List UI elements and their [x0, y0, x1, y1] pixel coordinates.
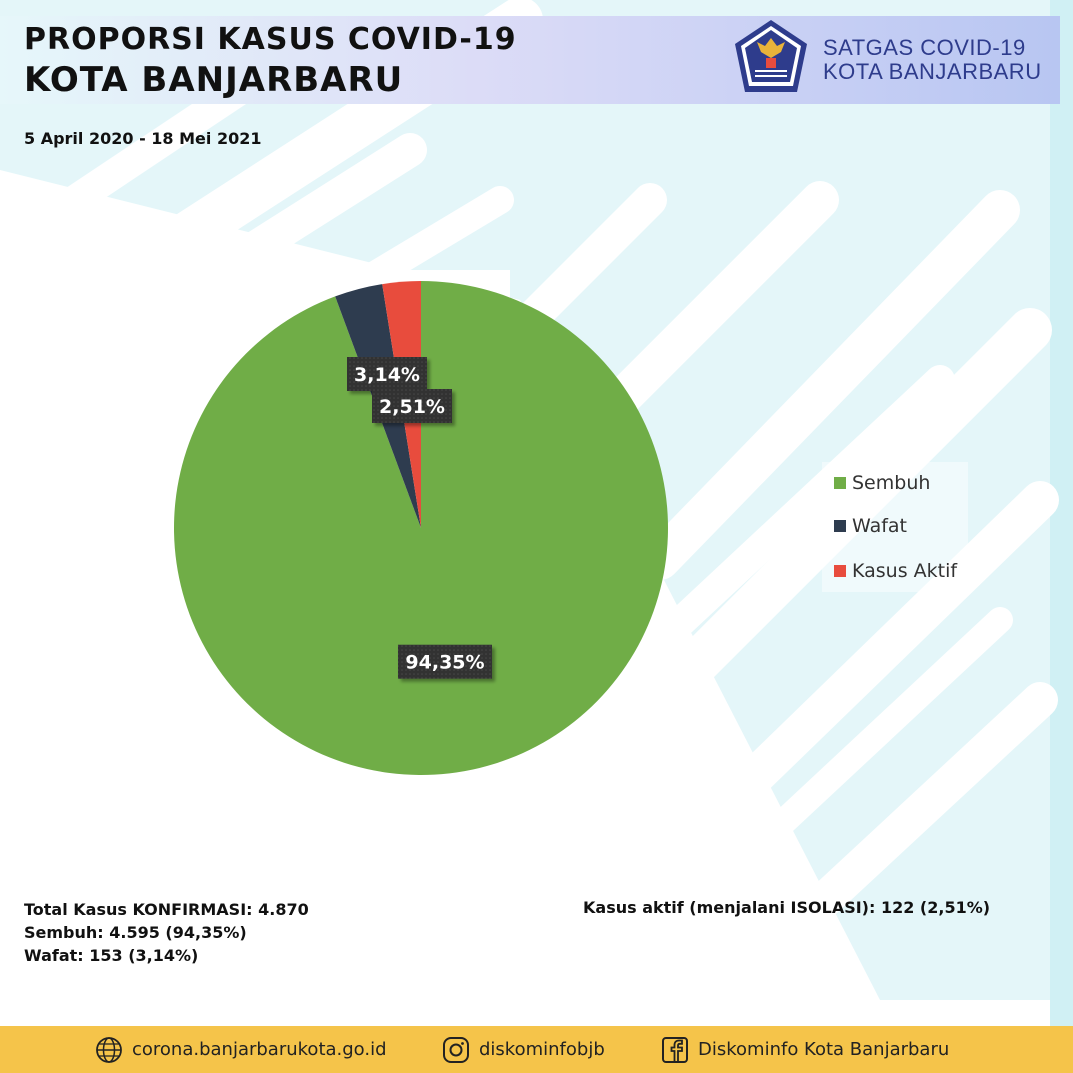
footer-bar: corona.banjarbarukota.go.id diskominfobj…	[0, 1026, 1073, 1073]
garuda-emblem-icon	[735, 20, 807, 92]
footer-facebook-text: Diskominfo Kota Banjarbaru	[698, 1039, 950, 1060]
data-label-text-sembuh: 94,35%	[405, 652, 484, 674]
page-title-line1: PROPORSI KASUS COVID-19	[24, 22, 517, 57]
footer-website-text: corona.banjarbarukota.go.id	[132, 1039, 387, 1060]
legend-swatch-sembuh	[834, 477, 846, 489]
footer-website[interactable]: corona.banjarbarukota.go.id	[94, 1026, 387, 1073]
org-name-line1: SATGAS COVID-19	[823, 35, 1026, 60]
data-label-kasus-aktif: 2,51%	[372, 389, 452, 423]
summary-total: Total Kasus KONFIRMASI: 4.870	[24, 900, 309, 919]
summary-sembuh: Sembuh: 4.595 (94,35%)	[24, 923, 247, 942]
data-label-wafat: 3,14%	[347, 357, 427, 391]
data-label-sembuh: 94,35%	[397, 644, 492, 679]
globe-icon	[96, 1036, 122, 1063]
legend-label-sembuh: Sembuh	[852, 472, 931, 494]
summary-wafat: Wafat: 153 (3,14%)	[24, 946, 199, 965]
footer-facebook[interactable]: Diskominfo Kota Banjarbaru	[660, 1026, 949, 1073]
pie-slice-sembuh	[174, 281, 668, 775]
footer-instagram[interactable]: diskominfobjb	[441, 1026, 605, 1073]
instagram-icon	[443, 1036, 469, 1063]
data-label-text-wafat: 3,14%	[354, 364, 420, 386]
chart-legend: Sembuh Wafat Kasus Aktif	[822, 462, 968, 592]
legend-item-kasus-aktif: Kasus Aktif	[834, 559, 957, 583]
legend-item-sembuh: Sembuh	[834, 471, 930, 495]
legend-swatch-wafat	[834, 520, 846, 532]
header-band	[0, 16, 1060, 104]
date-range: 5 April 2020 - 18 Mei 2021	[24, 129, 262, 148]
legend-label-kasus-aktif: Kasus Aktif	[852, 560, 958, 582]
data-label-text-kasus-aktif: 2,51%	[379, 396, 445, 418]
summary-kasus-aktif: Kasus aktif (menjalani ISOLASI): 122 (2,…	[583, 898, 991, 917]
page-title-line2: KOTA BANJARBARU	[24, 60, 404, 100]
legend-label-wafat: Wafat	[852, 515, 907, 537]
org-name-line2: KOTA BANJARBARU	[823, 59, 1042, 84]
organization-name: SATGAS COVID-19 KOTA BANJARBARU	[823, 36, 1042, 84]
footer-instagram-text: diskominfobjb	[479, 1039, 605, 1060]
summary-left: Total Kasus KONFIRMASI: 4.870 Sembuh: 4.…	[24, 898, 309, 967]
legend-item-wafat: Wafat	[834, 514, 907, 538]
legend-swatch-kasus-aktif	[834, 565, 846, 577]
facebook-icon	[662, 1036, 688, 1063]
